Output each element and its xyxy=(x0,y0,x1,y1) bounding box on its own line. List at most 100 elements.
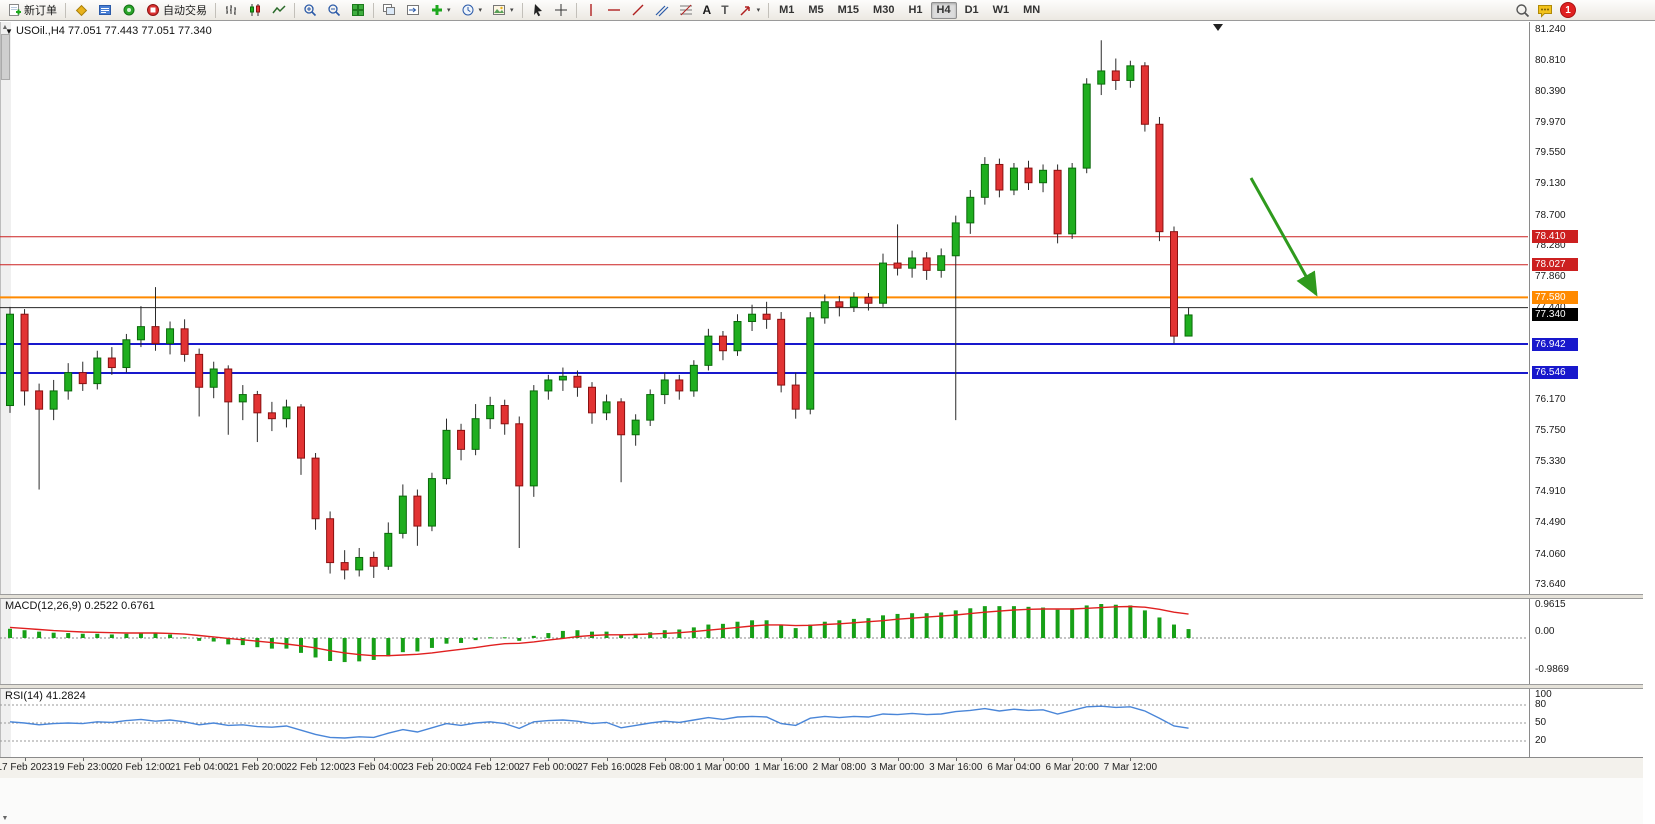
text-tool-button[interactable]: A xyxy=(699,2,716,19)
time-tick xyxy=(431,758,433,761)
macd-histogram-bar xyxy=(648,632,653,638)
time-axis[interactable]: 17 Feb 2023 19 Feb 23:00 20 Feb 12:00 21 Fe… xyxy=(0,757,1643,778)
timeframe-button-MN[interactable]: MN xyxy=(1017,2,1046,19)
macd-histogram-bar xyxy=(691,627,696,638)
chat-icon[interactable] xyxy=(1537,3,1553,18)
macd-tick-label: -0.9869 xyxy=(1535,663,1569,675)
crosshair-tool-button[interactable] xyxy=(550,2,572,19)
auto-trading-icon xyxy=(147,4,159,16)
tile-windows-icon xyxy=(352,4,364,16)
time-axis-label: 21 Feb 04:00 xyxy=(169,762,229,773)
horizontal-line-tool-button[interactable] xyxy=(603,2,625,19)
candle xyxy=(238,394,247,403)
candle xyxy=(718,335,727,352)
panel-divider[interactable] xyxy=(0,684,1643,689)
fibonacci-icon xyxy=(679,4,692,16)
auto-trading-label: 自动交易 xyxy=(163,5,207,17)
candle xyxy=(704,335,713,366)
main-chart-canvas[interactable] xyxy=(0,22,1528,594)
scroll-down-icon[interactable]: ▼ xyxy=(1,815,9,822)
new-order-label: 新订单 xyxy=(24,5,57,17)
timeframe-button-M5[interactable]: M5 xyxy=(802,2,829,19)
periods-button[interactable]: ▾ xyxy=(457,2,487,19)
time-tick xyxy=(82,758,84,761)
hline-price-label: 78.410 xyxy=(1532,230,1578,244)
vertical-scrollbar[interactable]: ▲ ▼ xyxy=(0,22,11,824)
trendline-tool-button[interactable] xyxy=(627,2,649,19)
timeframe-button-M1[interactable]: M1 xyxy=(773,2,800,19)
arrows-tool-button[interactable]: ▾ xyxy=(735,2,765,19)
candle xyxy=(922,257,931,271)
time-axis-label: 27 Feb 00:00 xyxy=(518,762,578,773)
time-axis-label: 3 Mar 16:00 xyxy=(929,762,983,773)
line-chart-button[interactable] xyxy=(268,2,290,19)
macd-histogram-bar xyxy=(342,638,347,663)
time-axis-label: 23 Feb 04:00 xyxy=(344,762,404,773)
metaeditor-button[interactable] xyxy=(70,2,92,19)
scroll-up-icon[interactable]: ▲ xyxy=(1,24,9,31)
rsi-panel[interactable]: RSI(14) 41.2824 xyxy=(0,689,1528,757)
timeframe-button-M15[interactable]: M15 xyxy=(832,2,865,19)
notification-badge[interactable]: 1 xyxy=(1560,2,1576,18)
candle xyxy=(864,296,873,304)
candle xyxy=(1155,123,1164,233)
tile-windows-button[interactable] xyxy=(347,2,369,19)
timeframe-button-H1[interactable]: H1 xyxy=(902,2,928,19)
candle xyxy=(893,262,902,269)
templates-button[interactable]: ▾ xyxy=(488,2,518,19)
hline-price-label: 76.546 xyxy=(1532,366,1578,380)
rsi-canvas[interactable] xyxy=(0,689,1528,757)
price-tick-label: 77.440 xyxy=(1535,301,1566,313)
macd-histogram-bar xyxy=(968,608,973,638)
scrollbar-thumb[interactable] xyxy=(1,34,10,80)
macd-tick-label: 0.9615 xyxy=(1535,599,1566,610)
auto-trading-button[interactable]: 自动交易 xyxy=(142,2,211,19)
new-order-button[interactable]: 新订单 xyxy=(4,2,61,19)
symbol-dropdown-icon[interactable]: ▼ xyxy=(5,27,13,36)
macd-histogram-bar xyxy=(924,613,929,638)
cursor-tool-button[interactable] xyxy=(527,2,548,19)
text-label-tool-button[interactable]: T xyxy=(717,2,732,19)
channel-tool-button[interactable] xyxy=(651,2,673,19)
candle xyxy=(791,384,800,410)
time-tick xyxy=(1013,758,1015,761)
candle xyxy=(660,379,669,396)
navigator-button[interactable] xyxy=(118,2,140,19)
trend-arrow-annotation[interactable] xyxy=(1249,177,1318,297)
candle xyxy=(573,375,582,388)
fibonacci-tool-button[interactable] xyxy=(675,2,697,19)
macd-histogram-bar xyxy=(8,628,12,638)
candle xyxy=(937,255,946,271)
data-window-button[interactable] xyxy=(94,2,116,19)
macd-histogram-bar xyxy=(1041,607,1046,638)
chart-shift-button[interactable] xyxy=(402,2,424,19)
timeframe-button-W1[interactable]: W1 xyxy=(987,2,1016,19)
chart-shift-marker[interactable] xyxy=(1213,24,1223,31)
macd-canvas[interactable] xyxy=(0,599,1528,684)
current-price-label: 77.340 xyxy=(1532,308,1578,322)
timeframe-button-H4[interactable]: H4 xyxy=(930,1,957,19)
zoom-out-button[interactable] xyxy=(323,2,345,19)
macd-panel[interactable]: MACD(12,26,9) 0.2522 0.6761 xyxy=(0,599,1528,684)
candlestick-chart-button[interactable] xyxy=(244,2,266,19)
main-chart-panel[interactable]: ▼ USOil.,H4 77.051 77.443 77.051 77.340 xyxy=(0,22,1528,594)
macd-histogram-bar xyxy=(1128,605,1133,638)
timeframe-button-D1[interactable]: D1 xyxy=(959,2,985,19)
cascade-windows-button[interactable] xyxy=(378,2,400,19)
vertical-line-tool-button[interactable] xyxy=(581,2,601,19)
candle xyxy=(1097,70,1106,85)
search-icon[interactable] xyxy=(1515,3,1530,18)
candle xyxy=(209,368,218,388)
rsi-tick-label: 100 xyxy=(1535,689,1552,700)
candle xyxy=(602,401,611,414)
candle xyxy=(762,313,771,320)
price-tick-label: 75.750 xyxy=(1535,425,1566,437)
new-chart-button[interactable]: ▾ xyxy=(426,2,455,19)
data-window-icon xyxy=(99,5,111,15)
candle xyxy=(835,301,844,308)
bar-chart-button[interactable] xyxy=(220,2,242,19)
zoom-in-button[interactable] xyxy=(299,2,321,19)
timeframe-button-M30[interactable]: M30 xyxy=(867,2,900,19)
hline-price-label: 77.580 xyxy=(1532,290,1578,304)
panel-divider[interactable] xyxy=(0,594,1643,599)
